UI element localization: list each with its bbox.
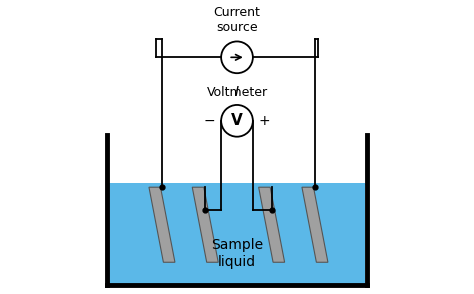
Text: +: + [259, 114, 270, 128]
Polygon shape [149, 187, 175, 262]
Circle shape [221, 105, 253, 137]
Text: V: V [231, 113, 243, 128]
Text: Sample
liquid: Sample liquid [211, 238, 263, 269]
Text: −: − [204, 114, 215, 128]
Polygon shape [302, 187, 328, 262]
Circle shape [221, 41, 253, 73]
Text: Voltmeter: Voltmeter [207, 86, 267, 99]
Polygon shape [192, 187, 218, 262]
Text: $I$: $I$ [234, 85, 240, 99]
Polygon shape [259, 187, 284, 262]
Text: Current
source: Current source [214, 6, 260, 34]
FancyBboxPatch shape [109, 183, 365, 284]
